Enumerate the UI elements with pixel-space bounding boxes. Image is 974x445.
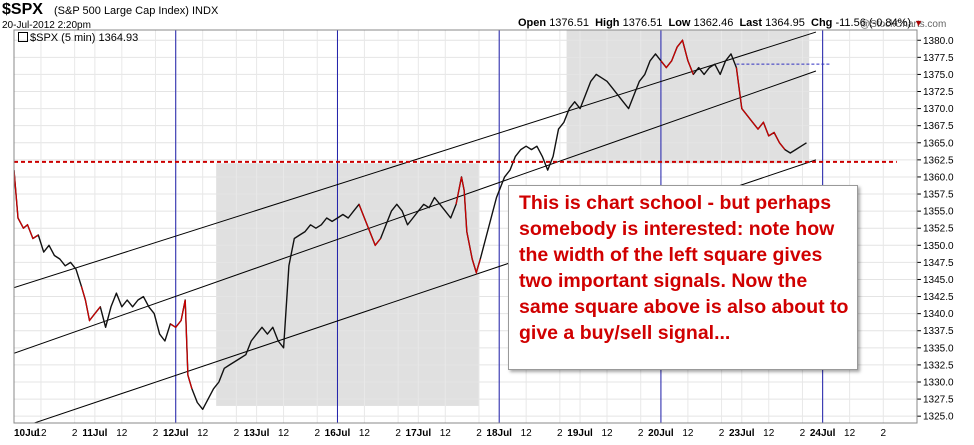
- ohlc-readout: Open 1376.51 High 1376.51 Low 1362.46 La…: [518, 17, 923, 29]
- annotation-text: This is chart school - but perhaps someb…: [519, 192, 849, 344]
- x-tick-label: 12: [844, 428, 856, 439]
- y-tick-label: 1372.5: [923, 87, 954, 98]
- y-tick-label: 1380.0: [923, 36, 954, 47]
- annotation-box: This is chart school - but perhaps someb…: [508, 185, 858, 370]
- high-value: 1376.51: [622, 17, 663, 29]
- x-tick-label: 13Jul: [244, 428, 270, 439]
- y-tick-label: 1332.5: [923, 360, 954, 371]
- y-tick-label: 1362.5: [923, 155, 954, 166]
- x-tick-label: 12: [359, 428, 371, 439]
- x-tick-label: 24Jul: [810, 428, 836, 439]
- x-tick-label: 2: [395, 428, 401, 439]
- x-tick-label: 12: [763, 428, 775, 439]
- y-tick-label: 1377.5: [923, 53, 954, 64]
- x-tick-label: 2: [476, 428, 482, 439]
- x-tick-label: 16Jul: [325, 428, 351, 439]
- y-tick-label: 1345.0: [923, 275, 954, 286]
- stockcharts-logo: @StockCharts.com: [860, 19, 947, 30]
- x-tick-label: 12: [197, 428, 209, 439]
- x-tick-label: 2: [234, 428, 240, 439]
- chg-value: -11.56 (-0.84%): [835, 17, 912, 29]
- down-segment-5: [660, 38, 694, 75]
- plot-frame: [13, 29, 918, 424]
- x-tick-label: 2: [314, 428, 320, 439]
- y-tick-label: 1350.0: [923, 241, 954, 252]
- channel-line-1: [14, 70, 817, 354]
- y-tick-label: 1360.0: [923, 172, 954, 183]
- low-value: 1362.46: [693, 17, 734, 29]
- last-label: Last: [739, 17, 763, 29]
- chart-date: 20-Jul-2012 2:20pm: [2, 20, 91, 31]
- x-tick-label: 12: [682, 428, 694, 439]
- x-tick-label: 17Jul: [406, 428, 432, 439]
- series-label: $SPX (5 min) 1364.93: [18, 32, 138, 44]
- x-tick-label: 2: [638, 428, 644, 439]
- x-tick-label: 2: [881, 428, 887, 439]
- chg-label: Chg: [811, 17, 833, 29]
- low-label: Low: [668, 17, 691, 29]
- index-name: (S&P 500 Large Cap Index) INDX: [54, 5, 219, 17]
- channel-group: [14, 31, 817, 423]
- x-tick-label: 19Jul: [567, 428, 593, 439]
- y-tick-label: 1327.5: [923, 395, 954, 406]
- x-tick-label: 2: [153, 428, 159, 439]
- x-tick-label: 12: [601, 428, 613, 439]
- x-tick-label: 10Jul: [14, 428, 40, 439]
- chg-down-icon: ▼: [914, 18, 924, 28]
- channel-line-0: [14, 31, 817, 289]
- open-label: Open: [518, 17, 547, 29]
- x-tick-label: 23Jul: [729, 428, 755, 439]
- x-tick-label: 2: [72, 428, 78, 439]
- x-tick-label: 2: [719, 428, 725, 439]
- down-segment-0: [14, 170, 39, 240]
- down-segment-4: [455, 176, 481, 275]
- x-tick-label: 12: [278, 428, 290, 439]
- series-label-text: $SPX (5 min) 1364.93: [30, 32, 139, 44]
- down-segment-3: [358, 204, 382, 247]
- x-tick-label: 12: [116, 428, 128, 439]
- y-tick-label: 1357.5: [923, 190, 954, 201]
- y-tick-label: 1375.0: [923, 70, 954, 81]
- y-tick-label: 1355.0: [923, 207, 954, 218]
- down-segment-2: [169, 299, 193, 389]
- y-tick-label: 1335.0: [923, 343, 954, 354]
- x-tick-label: 2: [557, 428, 563, 439]
- y-tick-label: 1330.0: [923, 377, 954, 388]
- symbol-title: $SPX: [2, 1, 43, 18]
- y-tick-label: 1365.0: [923, 138, 954, 149]
- series-swatch-icon: [18, 32, 28, 42]
- last-value: 1364.95: [765, 17, 805, 29]
- open-value: 1376.51: [549, 17, 589, 29]
- x-tick-label: 11Jul: [82, 428, 107, 439]
- high-label: High: [595, 17, 620, 29]
- y-tick-label: 1347.5: [923, 258, 954, 269]
- x-tick-label: 20Jul: [648, 428, 674, 439]
- down-segment-6: [735, 67, 786, 150]
- x-tick-label: 18Jul: [486, 428, 512, 439]
- y-tick-label: 1352.5: [923, 224, 954, 235]
- y-tick-label: 1325.0: [923, 412, 954, 423]
- down-segment-1: [80, 286, 101, 322]
- x-tick-label: 12: [35, 428, 47, 439]
- y-tick-label: 1370.0: [923, 104, 954, 115]
- y-tick-label: 1342.5: [923, 292, 954, 303]
- y-tick-label: 1367.5: [923, 121, 954, 132]
- x-tick-label: 12Jul: [163, 428, 189, 439]
- shaded-box-0: [216, 163, 479, 406]
- x-tick-label: 12: [440, 428, 452, 439]
- y-tick-label: 1337.5: [923, 326, 954, 337]
- x-tick-label: 2: [800, 428, 806, 439]
- y-tick-label: 1340.0: [923, 309, 954, 320]
- x-tick-label: 12: [521, 428, 533, 439]
